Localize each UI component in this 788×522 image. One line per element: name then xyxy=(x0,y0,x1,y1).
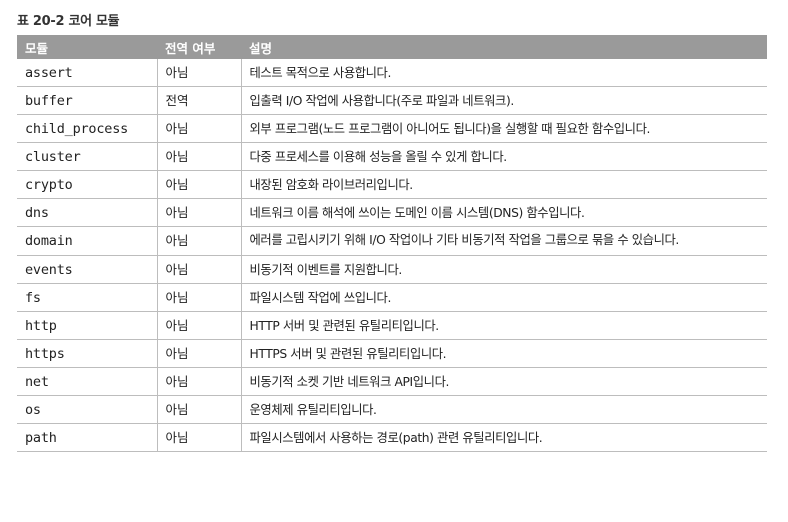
global-cell: 아님 xyxy=(156,198,241,227)
core-modules-table: 모듈 전역 여부 설명 assert 아님 테스트 목적으로 사용합니다. buffe… xyxy=(17,35,767,452)
table-row: child_process 아님 외부 프로그램(노드 프로그램이 아니어도 됩니다… xyxy=(17,114,767,143)
global-cell: 아님 xyxy=(156,283,241,312)
table-row: os 아님 운영체제 유틸리티입니다. xyxy=(17,395,767,424)
module-cell: assert xyxy=(17,59,157,87)
global-cell: 아님 xyxy=(156,423,241,452)
table-row: http 아님 HTTP 서버 및 관련된 유틸리티입니다. xyxy=(17,311,767,340)
table-row: assert 아님 테스트 목적으로 사용합니다. xyxy=(17,59,767,87)
global-cell: 아님 xyxy=(156,226,241,256)
table-row: domain 아님 에러를 고립시키기 위해 I/O 작업이나 기타 비동기적 작업… xyxy=(17,226,767,256)
module-cell: crypto xyxy=(17,170,157,199)
table-row: buffer 전역 입출력 I/O 작업에 사용합니다(주로 파일과 네트워크). xyxy=(17,86,767,115)
global-cell: 아님 xyxy=(156,59,241,87)
table-header: 모듈 전역 여부 설명 xyxy=(17,35,767,59)
table-row: https 아님 HTTPS 서버 및 관련된 유틸리티입니다. xyxy=(17,339,767,368)
description-cell: 네트워크 이름 해석에 쓰이는 도메인 이름 시스템(DNS) 함수입니다. xyxy=(240,198,767,227)
description-cell: 파일시스템에서 사용하는 경로(path) 관련 유틸리티입니다. xyxy=(240,423,767,452)
module-cell: events xyxy=(17,255,157,284)
table-row: cluster 아님 다중 프로세스를 이용해 성능을 올릴 수 있게 합니다. xyxy=(17,142,767,171)
column-header-global: 전역 여부 xyxy=(157,35,241,59)
global-cell: 전역 xyxy=(156,86,241,115)
table-body: assert 아님 테스트 목적으로 사용합니다. buffer 전역 입출력 I/O 작… xyxy=(17,59,767,452)
module-cell: http xyxy=(17,311,157,340)
description-cell: 에러를 고립시키기 위해 I/O 작업이나 기타 비동기적 작업을 그룹으로 묶… xyxy=(240,226,767,256)
module-cell: domain xyxy=(17,226,157,256)
module-cell: https xyxy=(17,339,157,368)
description-cell: 파일시스템 작업에 쓰입니다. xyxy=(240,283,767,312)
module-cell: dns xyxy=(17,198,157,227)
module-cell: os xyxy=(17,395,157,424)
table-row: dns 아님 네트워크 이름 해석에 쓰이는 도메인 이름 시스템(DNS) 함수입… xyxy=(17,198,767,227)
description-cell: HTTP 서버 및 관련된 유틸리티입니다. xyxy=(240,311,767,340)
module-cell: net xyxy=(17,367,157,396)
module-cell: cluster xyxy=(17,142,157,171)
global-cell: 아님 xyxy=(156,142,241,171)
description-cell: 테스트 목적으로 사용합니다. xyxy=(240,59,767,87)
global-cell: 아님 xyxy=(156,170,241,199)
table-row: path 아님 파일시스템에서 사용하는 경로(path) 관련 유틸리티입니다. xyxy=(17,423,767,452)
module-cell: child_process xyxy=(17,114,157,143)
module-cell: fs xyxy=(17,283,157,312)
description-cell: 비동기적 소켓 기반 네트워크 API입니다. xyxy=(240,367,767,396)
global-cell: 아님 xyxy=(156,311,241,340)
description-cell: 외부 프로그램(노드 프로그램이 아니어도 됩니다)을 실행할 때 필요한 함수… xyxy=(240,114,767,143)
module-cell: buffer xyxy=(17,86,157,115)
global-cell: 아님 xyxy=(156,114,241,143)
module-cell: path xyxy=(17,423,157,452)
description-cell: 내장된 암호화 라이브러리입니다. xyxy=(240,170,767,199)
global-cell: 아님 xyxy=(156,395,241,424)
global-cell: 아님 xyxy=(156,255,241,284)
global-cell: 아님 xyxy=(156,339,241,368)
table-row: events 아님 비동기적 이벤트를 지원합니다. xyxy=(17,255,767,284)
description-cell: HTTPS 서버 및 관련된 유틸리티입니다. xyxy=(240,339,767,368)
column-header-description: 설명 xyxy=(241,35,767,59)
global-cell: 아님 xyxy=(156,367,241,396)
description-cell: 입출력 I/O 작업에 사용합니다(주로 파일과 네트워크). xyxy=(240,86,767,115)
description-cell: 다중 프로세스를 이용해 성능을 올릴 수 있게 합니다. xyxy=(240,142,767,171)
table-row: net 아님 비동기적 소켓 기반 네트워크 API입니다. xyxy=(17,367,767,396)
table-row: fs 아님 파일시스템 작업에 쓰입니다. xyxy=(17,283,767,312)
table-row: crypto 아님 내장된 암호화 라이브러리입니다. xyxy=(17,170,767,199)
table-caption: 표 20-2 코어 모듈 xyxy=(17,14,120,29)
description-cell: 운영체제 유틸리티입니다. xyxy=(240,395,767,424)
description-cell: 비동기적 이벤트를 지원합니다. xyxy=(240,255,767,284)
column-header-module: 모듈 xyxy=(17,35,157,59)
